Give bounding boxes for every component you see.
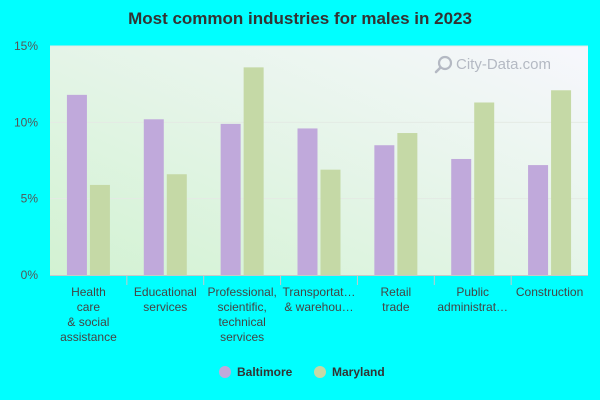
x-category-label: Professional, scientific, technical service… bbox=[207, 285, 276, 344]
x-category-label: Health care & social assistance bbox=[60, 285, 117, 344]
legend-swatch-baltimore bbox=[219, 366, 231, 378]
x-category-label: Retail trade bbox=[381, 285, 412, 314]
y-axis-ticks: 0% 5% 10% 15% bbox=[14, 39, 38, 282]
magnifier-icon bbox=[434, 55, 453, 74]
legend-label-baltimore: Baltimore bbox=[237, 365, 293, 379]
bar-baltimore[interactable] bbox=[451, 158, 472, 275]
x-category-label: Public administrat… bbox=[437, 285, 508, 314]
x-category-label: Construction bbox=[516, 285, 583, 299]
bar-baltimore[interactable] bbox=[220, 123, 241, 275]
y-tick-label: 0% bbox=[21, 268, 39, 282]
bar-baltimore[interactable] bbox=[374, 145, 395, 275]
bar-baltimore[interactable] bbox=[297, 128, 318, 275]
bar-baltimore[interactable] bbox=[143, 119, 164, 275]
watermark-text: City-Data.com bbox=[456, 56, 551, 73]
bar-maryland[interactable] bbox=[89, 184, 110, 275]
watermark: City-Data.com bbox=[434, 55, 551, 74]
legend-label-maryland: Maryland bbox=[332, 365, 385, 379]
bar-maryland[interactable] bbox=[320, 169, 341, 275]
legend: Baltimore Maryland bbox=[219, 365, 385, 379]
chart-title: Most common industries for males in 2023 bbox=[128, 9, 472, 28]
y-tick-label: 15% bbox=[14, 39, 38, 53]
bar-baltimore[interactable] bbox=[66, 94, 87, 275]
x-category-label: Transportat… & warehou… bbox=[283, 285, 356, 314]
legend-swatch-maryland bbox=[314, 366, 326, 378]
x-category-label: Educational services bbox=[134, 285, 197, 314]
bars bbox=[66, 67, 572, 275]
x-axis-categories: Health care & social assistance Educational s… bbox=[60, 275, 583, 344]
bar-maryland[interactable] bbox=[397, 133, 418, 275]
plot-background bbox=[50, 46, 588, 275]
y-tick-label: 10% bbox=[14, 115, 38, 129]
y-tick-label: 5% bbox=[21, 192, 39, 206]
bar-maryland[interactable] bbox=[166, 174, 187, 275]
bar-maryland[interactable] bbox=[551, 90, 572, 275]
grid-lines bbox=[50, 45, 588, 276]
bar-maryland[interactable] bbox=[243, 67, 264, 275]
bar-baltimore[interactable] bbox=[528, 165, 549, 275]
bar-maryland[interactable] bbox=[474, 102, 495, 275]
